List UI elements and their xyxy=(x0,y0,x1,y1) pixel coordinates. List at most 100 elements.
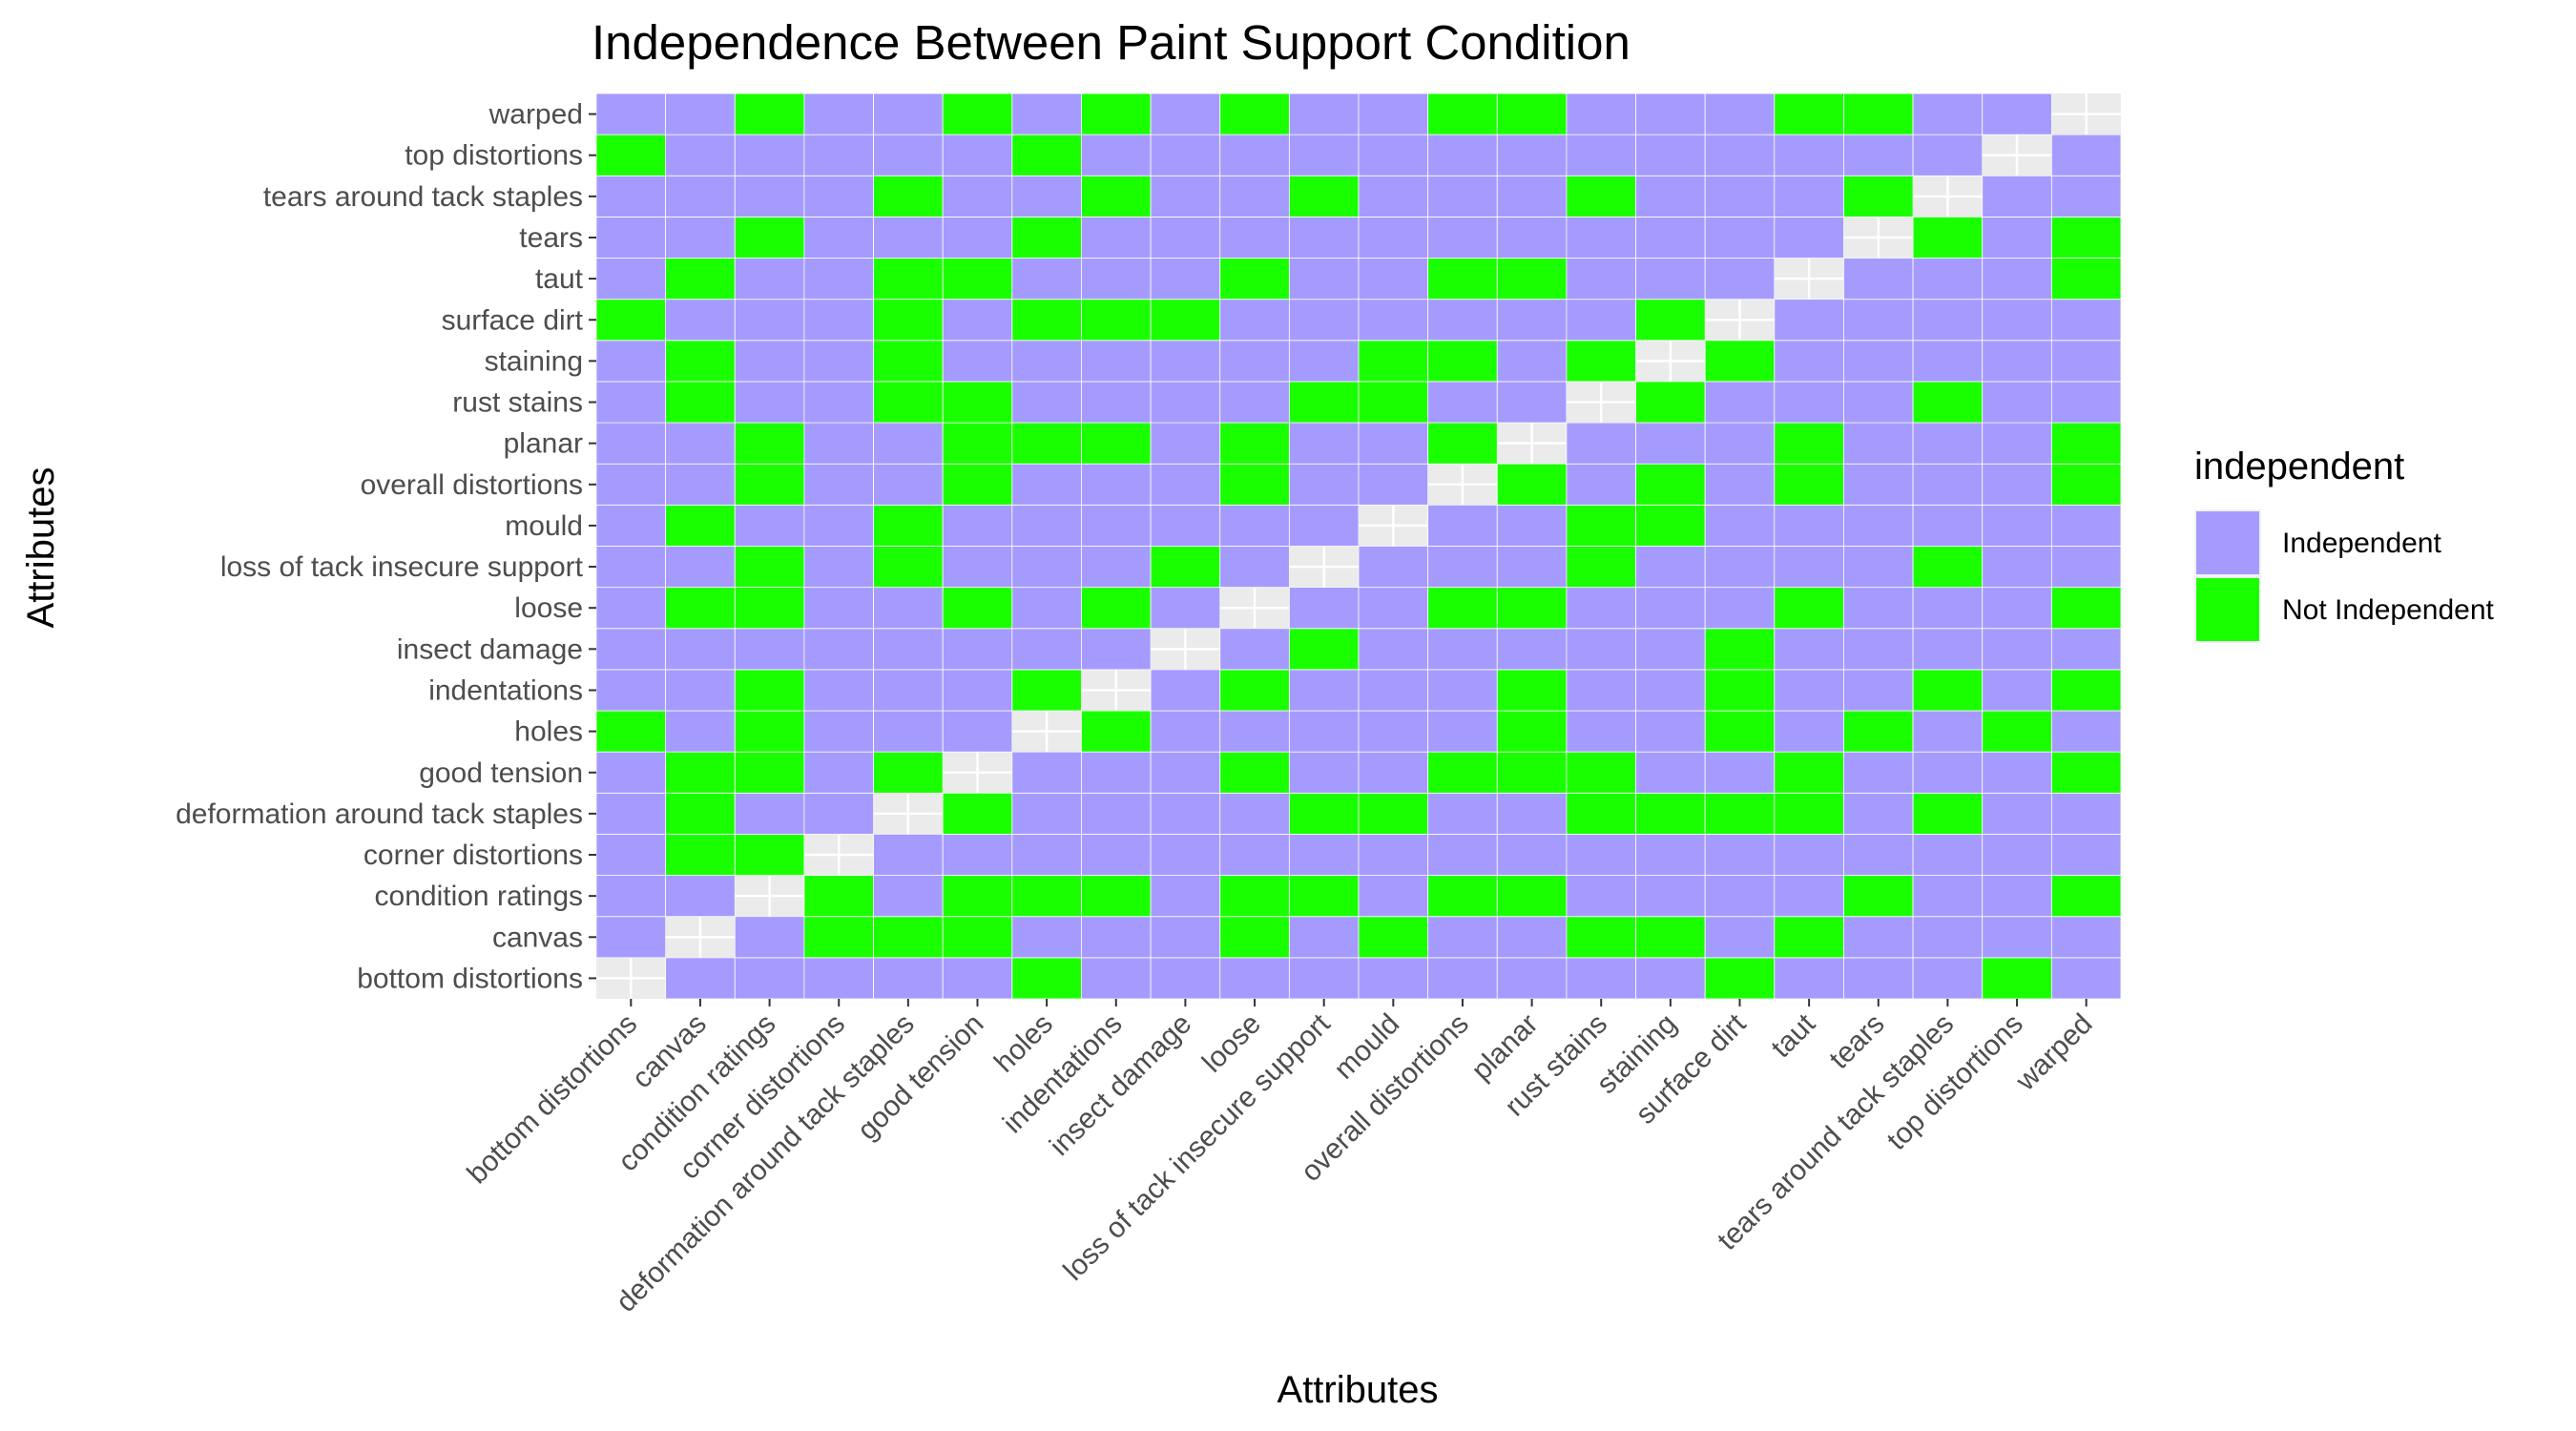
heatmap-cell xyxy=(803,381,874,424)
heatmap-cell xyxy=(1704,134,1776,176)
heatmap-cell xyxy=(2050,957,2122,1000)
heatmap-cell xyxy=(665,340,736,383)
heatmap-cell xyxy=(1011,258,1082,301)
heatmap-cell xyxy=(665,792,736,835)
heatmap-cell xyxy=(1081,504,1152,547)
heatmap-cell xyxy=(734,381,805,424)
heatmap-cell xyxy=(1358,916,1429,959)
heatmap-cell xyxy=(1496,463,1568,506)
heatmap-cell-missing xyxy=(1011,711,1082,753)
heatmap-cell xyxy=(803,134,874,176)
heatmap-cell xyxy=(803,710,874,753)
heatmap-cell xyxy=(1150,546,1221,589)
heatmap-cell xyxy=(1358,258,1429,301)
heatmap-cell xyxy=(734,463,805,506)
heatmap-cell xyxy=(873,175,944,218)
heatmap-cell xyxy=(2050,340,2122,383)
heatmap-cell xyxy=(1912,834,1984,876)
heatmap-cell xyxy=(665,463,736,506)
heatmap-cell xyxy=(803,792,874,835)
heatmap-cell xyxy=(1358,340,1429,383)
heatmap-cell xyxy=(873,669,944,712)
y-tick-label: condition ratings xyxy=(375,881,583,912)
heatmap-cell xyxy=(1912,340,1984,383)
heatmap-cell xyxy=(1774,217,1844,259)
y-tick-label: tears xyxy=(519,222,583,254)
heatmap-cell xyxy=(595,175,667,218)
heatmap-cell xyxy=(1635,217,1706,259)
heatmap-cell xyxy=(1150,916,1221,959)
heatmap-cell xyxy=(1635,381,1706,424)
heatmap-cell xyxy=(1982,546,2052,589)
heatmap-cell xyxy=(595,710,667,753)
heatmap-cell xyxy=(1774,957,1844,1000)
heatmap-cell xyxy=(1150,710,1221,753)
heatmap-cell xyxy=(1774,916,1844,959)
heatmap-cell-missing xyxy=(873,793,944,835)
heatmap-cell xyxy=(803,258,874,301)
heatmap-cell xyxy=(1358,710,1429,753)
heatmap-cell xyxy=(1843,93,1914,135)
heatmap-cell xyxy=(1219,710,1290,753)
heatmap-cell xyxy=(1982,628,2052,671)
heatmap-cell xyxy=(1496,834,1568,876)
heatmap-cell xyxy=(734,792,805,835)
heatmap-cell xyxy=(1566,546,1636,589)
heatmap-cell xyxy=(1427,710,1498,753)
heatmap-cell xyxy=(1843,957,1914,1000)
heatmap-cell xyxy=(1982,587,2052,630)
heatmap-cell xyxy=(665,546,736,589)
heatmap-cell xyxy=(942,93,1013,135)
heatmap-cell xyxy=(1081,217,1152,259)
heatmap-cell xyxy=(1774,93,1844,135)
heatmap-cell xyxy=(595,463,667,506)
heatmap-cell xyxy=(1982,751,2052,794)
heatmap-cell xyxy=(1704,834,1776,876)
heatmap-cell xyxy=(1219,751,1290,794)
heatmap-cell xyxy=(873,258,944,301)
heatmap-cell xyxy=(1011,587,1082,630)
heatmap-cell xyxy=(1566,93,1636,135)
heatmap-cell xyxy=(1011,834,1082,876)
heatmap-cell-missing xyxy=(735,875,804,917)
heatmap-cell xyxy=(1566,587,1636,630)
heatmap-cell xyxy=(1288,175,1360,218)
heatmap-cell xyxy=(1358,628,1429,671)
heatmap-cell xyxy=(1427,792,1498,835)
heatmap-cell xyxy=(1150,504,1221,547)
heatmap-cell xyxy=(1912,217,1984,259)
heatmap-cell xyxy=(2050,546,2122,589)
heatmap-cell xyxy=(1496,792,1568,835)
heatmap-cell xyxy=(1496,628,1568,671)
heatmap-cell xyxy=(1704,422,1776,465)
heatmap-cell xyxy=(1219,834,1290,876)
heatmap-cell xyxy=(1011,669,1082,712)
heatmap-cell xyxy=(665,957,736,1000)
heatmap-cell xyxy=(1843,751,1914,794)
heatmap-cell xyxy=(595,628,667,671)
heatmap-cell xyxy=(1566,217,1636,259)
heatmap-cell xyxy=(942,834,1013,876)
heatmap-cell xyxy=(1774,875,1844,918)
heatmap-cell xyxy=(1288,957,1360,1000)
heatmap-cell xyxy=(803,916,874,959)
heatmap-cell xyxy=(1427,175,1498,218)
heatmap-cell xyxy=(595,587,667,630)
y-tick-label: top distortions xyxy=(405,140,583,172)
heatmap-cell xyxy=(1011,217,1082,259)
heatmap-cell xyxy=(1566,751,1636,794)
heatmap-cell xyxy=(1288,217,1360,259)
heatmap-cell xyxy=(1496,710,1568,753)
heatmap-cell-missing xyxy=(1982,135,2052,176)
heatmap-cell xyxy=(1427,751,1498,794)
heatmap-cell xyxy=(2050,751,2122,794)
heatmap-cell xyxy=(1011,751,1082,794)
heatmap-cell xyxy=(2050,134,2122,176)
x-tick-label: warped xyxy=(2009,1008,2099,1098)
heatmap-cell xyxy=(1843,381,1914,424)
y-tick-label: tears around tack staples xyxy=(263,181,583,213)
heatmap-cell xyxy=(1150,134,1221,176)
heatmap-cell xyxy=(1358,587,1429,630)
y-tick-label: loss of tack insecure support xyxy=(220,551,584,583)
heatmap-cell xyxy=(595,834,667,876)
